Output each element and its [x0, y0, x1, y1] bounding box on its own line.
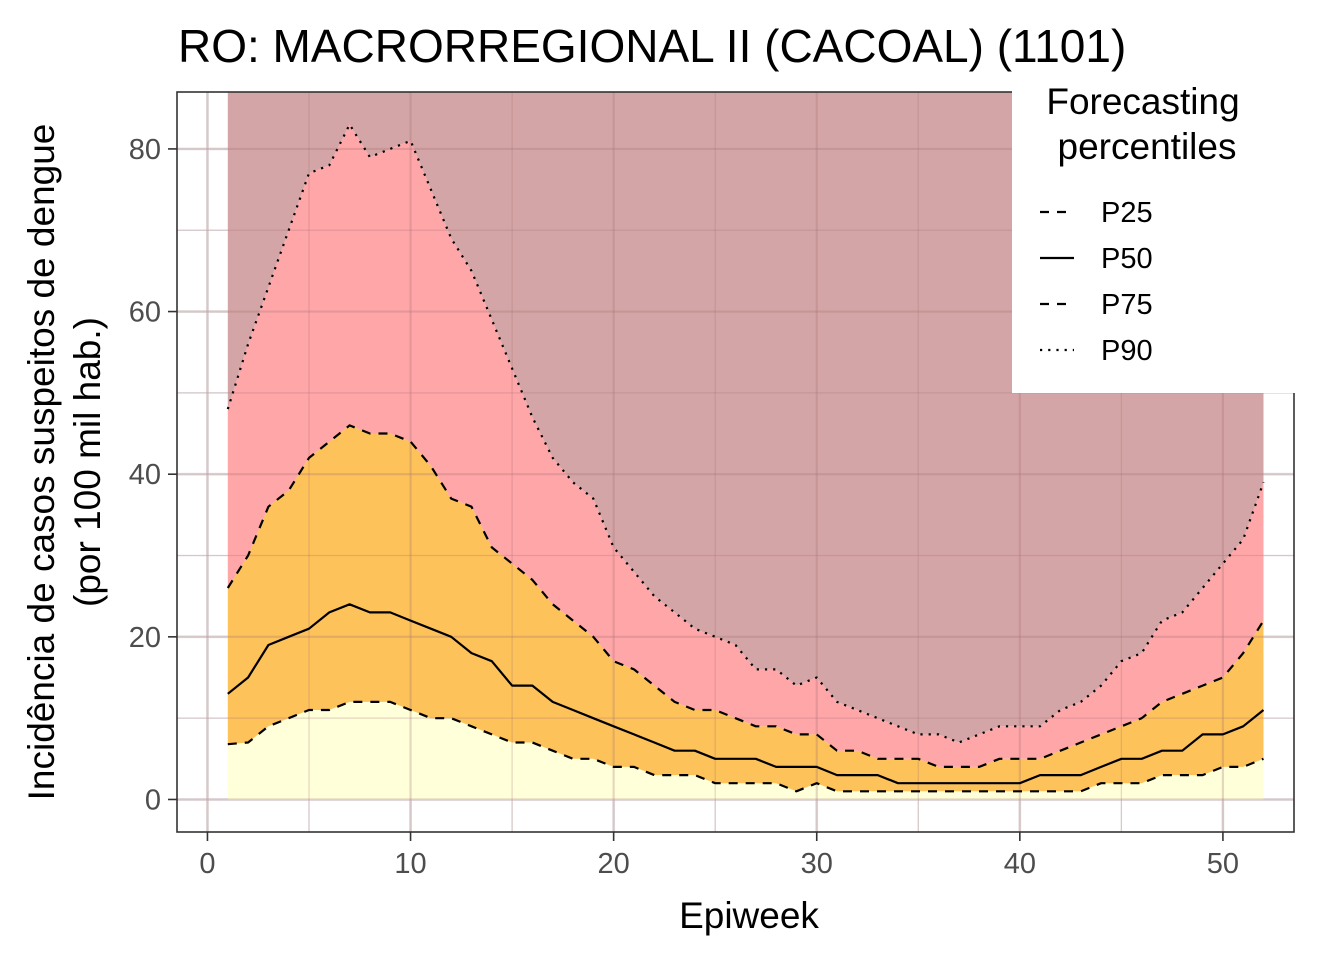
x-tick-label: 50 — [1207, 848, 1239, 880]
x-axis: 0 10 20 30 40 50 — [199, 832, 1239, 880]
line-p50 — [227, 603, 1265, 785]
y-tick-label: 20 — [129, 622, 161, 654]
legend-title-line-1: Forecasting — [1046, 81, 1239, 122]
x-tick-label: 40 — [1004, 848, 1036, 880]
legend-title-line-2: percentiles — [1058, 126, 1237, 167]
x-tick-label: 30 — [801, 848, 833, 880]
band-below-p25 — [227, 701, 1264, 800]
x-axis-title: Epiweek — [679, 895, 819, 936]
legend-label-p75: P75 — [1101, 289, 1153, 321]
legend-entries: P25 P50 P75 P90 — [1040, 197, 1153, 367]
band-above-p90 — [227, 92, 1264, 743]
y-tick-label: 60 — [129, 297, 161, 329]
y-axis-title-line-2: (por 100 mil hab.) — [67, 317, 108, 607]
y-tick-label: 40 — [129, 459, 161, 491]
y-axis-title-line-1: Incidência de casos suspeitos de dengue — [21, 124, 62, 801]
legend: Forecasting percentiles P25 P50 P75 P90 — [1012, 80, 1296, 393]
legend-label-p50: P50 — [1101, 243, 1153, 275]
percentile-lines — [226, 123, 1265, 793]
y-axis-title: Incidência de casos suspeitos de dengue … — [21, 124, 108, 801]
line-p75 — [226, 424, 1265, 768]
x-tick-label: 10 — [394, 848, 426, 880]
x-tick-label: 20 — [598, 848, 630, 880]
legend-background — [1012, 80, 1296, 393]
band-p25-p75 — [227, 425, 1264, 792]
band-p75-p90 — [227, 124, 1264, 767]
plot-panel-border — [176, 91, 1295, 833]
y-axis: 0 20 40 60 80 — [129, 134, 177, 816]
legend-label-p90: P90 — [1101, 335, 1153, 367]
x-tick-label: 0 — [199, 848, 215, 880]
percentile-bands — [227, 92, 1264, 800]
legend-label-p25: P25 — [1101, 197, 1153, 229]
y-tick-label: 0 — [145, 784, 161, 816]
y-tick-label: 80 — [129, 134, 161, 166]
chart-title: RO: MACRORREGIONAL II (CACOAL) (1101) — [178, 20, 1126, 72]
